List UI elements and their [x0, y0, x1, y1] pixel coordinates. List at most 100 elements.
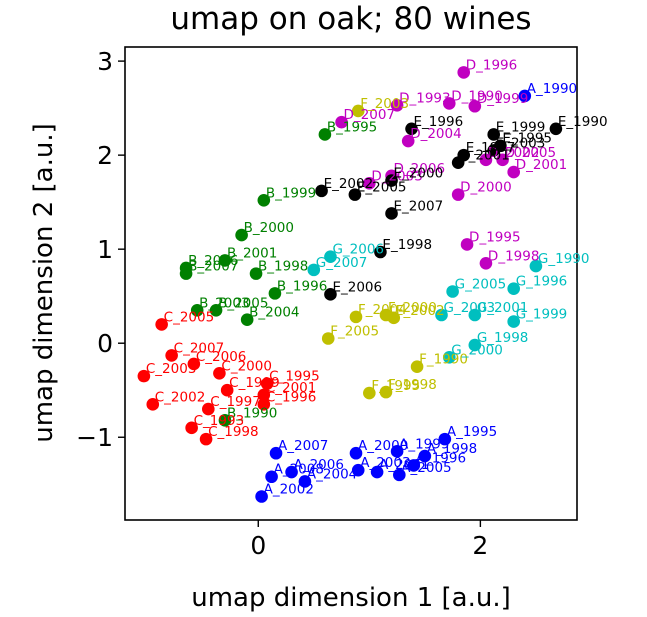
data-point-label: F_2000 — [388, 300, 437, 316]
data-point — [218, 414, 232, 427]
y-tick-label: 1 — [97, 235, 113, 264]
data-point — [468, 308, 482, 322]
axis-ticks: 0 2 −1 0 1 2 3 — [76, 47, 488, 560]
data-point-label: E_2001 — [460, 148, 510, 164]
data-point — [457, 66, 471, 79]
data-point — [324, 250, 337, 263]
data-point — [315, 184, 328, 198]
data-point-label: F_2002 — [396, 303, 445, 319]
data-point — [468, 99, 482, 113]
data-point-label: D_1990 — [451, 88, 503, 104]
data-point — [451, 188, 465, 201]
data-point-label: A_2000 — [358, 438, 408, 454]
data-point — [405, 122, 418, 136]
data-point — [257, 193, 271, 207]
plot-area-frame — [124, 46, 578, 521]
data-point — [507, 315, 520, 328]
data-point-label: D_2004 — [410, 126, 462, 142]
data-point — [268, 287, 282, 300]
data-point — [240, 313, 254, 327]
x-tick-label: 2 — [472, 531, 488, 560]
data-point — [451, 156, 465, 169]
chart-title: umap on oak; 80 wines — [170, 1, 531, 37]
data-point — [349, 446, 363, 460]
data-point — [442, 97, 456, 110]
data-point-label: A_1995 — [447, 424, 497, 440]
data-point — [257, 398, 271, 411]
data-point — [324, 288, 337, 301]
data-point-label: B_1995 — [327, 119, 377, 135]
data-point — [348, 188, 362, 201]
data-point — [507, 165, 520, 179]
y-tick-label: 2 — [97, 141, 113, 170]
data-point-label: D_1995 — [469, 229, 521, 245]
data-point — [374, 245, 387, 259]
data-point-label: E_2002 — [324, 176, 374, 192]
data-point-label: C_1996 — [266, 389, 317, 405]
data-point-label: G_2001 — [477, 300, 529, 316]
data-point-label: A_2002 — [264, 481, 314, 497]
data-point-label: E_2000 — [394, 166, 444, 182]
data-point-label: B_1999 — [266, 185, 316, 201]
data-point-label: G_2000 — [451, 342, 503, 358]
data-point — [418, 449, 432, 463]
data-point — [187, 357, 201, 371]
data-point — [185, 421, 198, 435]
data-point-label: F_1998 — [388, 377, 437, 393]
data-point-label: A_1998 — [427, 441, 477, 457]
data-points — [137, 66, 563, 503]
data-point — [363, 177, 376, 190]
data-point-label: E_1997 — [466, 140, 516, 156]
data-point — [165, 349, 178, 362]
data-point — [285, 465, 298, 479]
data-point-label: F_1995 — [371, 378, 420, 394]
data-point-label: G_1998 — [477, 330, 529, 346]
data-point-label: C_2000 — [221, 358, 272, 374]
data-point-label: C_2007 — [174, 340, 225, 356]
data-point — [335, 115, 348, 129]
data-point-label: D_2001 — [516, 157, 568, 173]
data-point-label: E_1998 — [382, 237, 432, 253]
data-point — [487, 144, 501, 157]
data-point-label: G_2005 — [455, 276, 507, 292]
data-point — [390, 99, 404, 112]
data-point — [218, 254, 232, 267]
data-point — [370, 465, 384, 479]
data-point-label: F_1990 — [419, 352, 468, 368]
data-point-label: B_1990 — [227, 405, 277, 421]
data-point-label: D_2003 — [371, 168, 423, 184]
data-point — [496, 153, 509, 167]
data-point — [179, 267, 193, 280]
y-tick-label: 3 — [97, 47, 113, 76]
data-point — [363, 386, 376, 400]
data-point — [487, 128, 501, 141]
data-point-label: D_2005 — [505, 145, 557, 161]
data-point-label: B_2006 — [188, 253, 238, 269]
data-point — [385, 207, 398, 220]
data-point — [269, 446, 283, 460]
data-point-label: C_1993 — [194, 413, 245, 429]
data-point — [257, 388, 271, 402]
data-point-label: A_2007 — [278, 438, 328, 454]
data-point-label: E_2005 — [357, 180, 407, 196]
data-point — [213, 367, 226, 380]
data-point — [529, 259, 543, 273]
data-point-label: G_1996 — [516, 274, 568, 290]
data-point-label: D_1999 — [477, 91, 529, 107]
data-point — [549, 122, 563, 136]
data-point-label: F_2004 — [358, 302, 407, 318]
data-point-label: B_1996 — [277, 278, 327, 294]
data-point — [518, 89, 532, 103]
data-point — [146, 398, 160, 411]
data-point — [298, 475, 312, 488]
data-point — [468, 338, 482, 352]
x-tick-label: 0 — [250, 531, 266, 560]
y-axis-label: umap dimension 2 [a.u.] — [29, 123, 59, 443]
data-point-label: C_2006 — [196, 349, 247, 365]
data-point-label: A_1996 — [416, 450, 466, 466]
data-point-label: A_1999 — [399, 436, 449, 452]
data-point-label: G_2006 — [332, 242, 384, 258]
data-point-label: A_2001 — [379, 457, 429, 473]
data-point — [385, 174, 398, 187]
